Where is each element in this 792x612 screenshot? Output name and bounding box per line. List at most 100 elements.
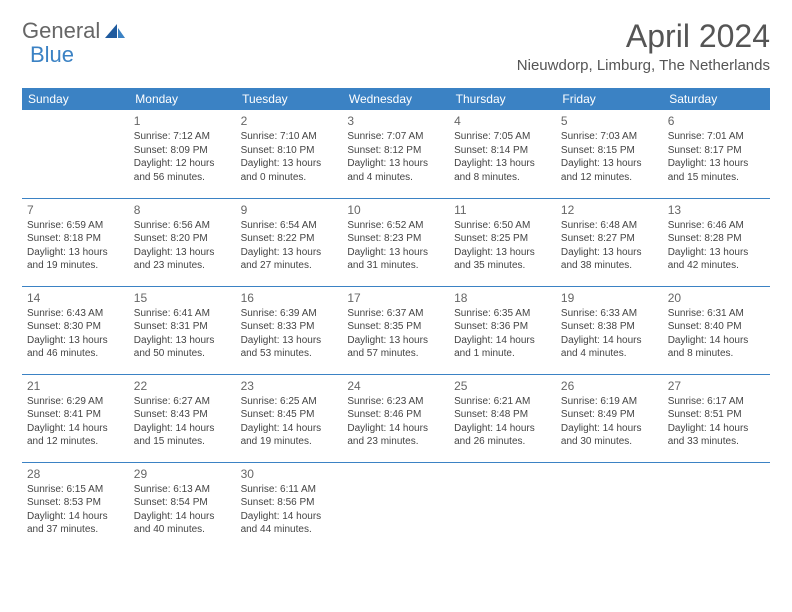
month-title: April 2024: [517, 18, 770, 55]
logo-text-2: Blue: [30, 42, 74, 68]
day-number: 24: [347, 378, 444, 394]
daylight-text: Daylight: 13 hours: [241, 246, 338, 260]
daylight-text: and 1 minute.: [454, 347, 551, 361]
calendar-row: 21Sunrise: 6:29 AMSunset: 8:41 PMDayligh…: [22, 374, 770, 462]
daylight-text: Daylight: 14 hours: [27, 510, 124, 524]
daylight-text: Daylight: 14 hours: [454, 334, 551, 348]
calendar-cell: 11Sunrise: 6:50 AMSunset: 8:25 PMDayligh…: [449, 198, 556, 286]
daylight-text: and 44 minutes.: [241, 523, 338, 537]
calendar-cell: 25Sunrise: 6:21 AMSunset: 8:48 PMDayligh…: [449, 374, 556, 462]
calendar-cell: 12Sunrise: 6:48 AMSunset: 8:27 PMDayligh…: [556, 198, 663, 286]
sunrise-text: Sunrise: 7:05 AM: [454, 130, 551, 144]
day-number: 2: [241, 113, 338, 129]
daylight-text: Daylight: 13 hours: [454, 157, 551, 171]
sunrise-text: Sunrise: 6:13 AM: [134, 483, 231, 497]
daylight-text: Daylight: 12 hours: [134, 157, 231, 171]
calendar-cell: 9Sunrise: 6:54 AMSunset: 8:22 PMDaylight…: [236, 198, 343, 286]
calendar-cell: 10Sunrise: 6:52 AMSunset: 8:23 PMDayligh…: [342, 198, 449, 286]
sunrise-text: Sunrise: 6:29 AM: [27, 395, 124, 409]
sunrise-text: Sunrise: 6:23 AM: [347, 395, 444, 409]
day-number: 27: [668, 378, 765, 394]
day-number: 4: [454, 113, 551, 129]
daylight-text: Daylight: 13 hours: [134, 246, 231, 260]
daylight-text: Daylight: 14 hours: [561, 422, 658, 436]
sunset-text: Sunset: 8:49 PM: [561, 408, 658, 422]
daylight-text: Daylight: 14 hours: [561, 334, 658, 348]
sunset-text: Sunset: 8:27 PM: [561, 232, 658, 246]
calendar-cell: 13Sunrise: 6:46 AMSunset: 8:28 PMDayligh…: [663, 198, 770, 286]
sunset-text: Sunset: 8:41 PM: [27, 408, 124, 422]
sunset-text: Sunset: 8:46 PM: [347, 408, 444, 422]
day-number: 19: [561, 290, 658, 306]
sunset-text: Sunset: 8:33 PM: [241, 320, 338, 334]
sunrise-text: Sunrise: 6:48 AM: [561, 219, 658, 233]
calendar-cell: 28Sunrise: 6:15 AMSunset: 8:53 PMDayligh…: [22, 462, 129, 550]
daylight-text: and 15 minutes.: [668, 171, 765, 185]
day-number: 23: [241, 378, 338, 394]
sunrise-text: Sunrise: 6:31 AM: [668, 307, 765, 321]
sunset-text: Sunset: 8:20 PM: [134, 232, 231, 246]
sunset-text: Sunset: 8:31 PM: [134, 320, 231, 334]
sunrise-text: Sunrise: 6:17 AM: [668, 395, 765, 409]
sunset-text: Sunset: 8:17 PM: [668, 144, 765, 158]
day-number: 3: [347, 113, 444, 129]
day-number: 12: [561, 202, 658, 218]
location: Nieuwdorp, Limburg, The Netherlands: [517, 57, 770, 74]
daylight-text: Daylight: 14 hours: [668, 334, 765, 348]
daylight-text: Daylight: 13 hours: [561, 157, 658, 171]
sunrise-text: Sunrise: 7:01 AM: [668, 130, 765, 144]
sunset-text: Sunset: 8:45 PM: [241, 408, 338, 422]
sunset-text: Sunset: 8:15 PM: [561, 144, 658, 158]
day-header: Tuesday: [236, 88, 343, 110]
daylight-text: Daylight: 13 hours: [241, 157, 338, 171]
calendar-cell: 16Sunrise: 6:39 AMSunset: 8:33 PMDayligh…: [236, 286, 343, 374]
sunset-text: Sunset: 8:09 PM: [134, 144, 231, 158]
day-number: 1: [134, 113, 231, 129]
day-header: Wednesday: [342, 88, 449, 110]
daylight-text: and 8 minutes.: [454, 171, 551, 185]
daylight-text: and 56 minutes.: [134, 171, 231, 185]
daylight-text: Daylight: 14 hours: [668, 422, 765, 436]
calendar-cell-empty: [663, 462, 770, 550]
calendar-cell: 5Sunrise: 7:03 AMSunset: 8:15 PMDaylight…: [556, 110, 663, 198]
sunrise-text: Sunrise: 6:19 AM: [561, 395, 658, 409]
sunset-text: Sunset: 8:35 PM: [347, 320, 444, 334]
daylight-text: Daylight: 13 hours: [241, 334, 338, 348]
day-number: 18: [454, 290, 551, 306]
daylight-text: and 4 minutes.: [561, 347, 658, 361]
calendar-cell: 6Sunrise: 7:01 AMSunset: 8:17 PMDaylight…: [663, 110, 770, 198]
daylight-text: and 4 minutes.: [347, 171, 444, 185]
daylight-text: and 42 minutes.: [668, 259, 765, 273]
calendar-cell: 8Sunrise: 6:56 AMSunset: 8:20 PMDaylight…: [129, 198, 236, 286]
daylight-text: and 12 minutes.: [27, 435, 124, 449]
daylight-text: Daylight: 13 hours: [347, 246, 444, 260]
daylight-text: Daylight: 14 hours: [454, 422, 551, 436]
daylight-text: and 19 minutes.: [241, 435, 338, 449]
sunset-text: Sunset: 8:30 PM: [27, 320, 124, 334]
daylight-text: and 31 minutes.: [347, 259, 444, 273]
sunrise-text: Sunrise: 6:43 AM: [27, 307, 124, 321]
sunrise-text: Sunrise: 6:11 AM: [241, 483, 338, 497]
daylight-text: and 40 minutes.: [134, 523, 231, 537]
day-number: 21: [27, 378, 124, 394]
day-number: 14: [27, 290, 124, 306]
sunrise-text: Sunrise: 6:59 AM: [27, 219, 124, 233]
calendar-cell: 15Sunrise: 6:41 AMSunset: 8:31 PMDayligh…: [129, 286, 236, 374]
day-header: Monday: [129, 88, 236, 110]
day-number: 17: [347, 290, 444, 306]
daylight-text: and 12 minutes.: [561, 171, 658, 185]
sunset-text: Sunset: 8:54 PM: [134, 496, 231, 510]
sunrise-text: Sunrise: 6:52 AM: [347, 219, 444, 233]
daylight-text: Daylight: 13 hours: [668, 157, 765, 171]
sunset-text: Sunset: 8:43 PM: [134, 408, 231, 422]
daylight-text: Daylight: 13 hours: [561, 246, 658, 260]
day-number: 20: [668, 290, 765, 306]
day-number: 16: [241, 290, 338, 306]
day-number: 25: [454, 378, 551, 394]
calendar-cell: 17Sunrise: 6:37 AMSunset: 8:35 PMDayligh…: [342, 286, 449, 374]
day-number: 30: [241, 466, 338, 482]
daylight-text: Daylight: 14 hours: [27, 422, 124, 436]
daylight-text: and 30 minutes.: [561, 435, 658, 449]
daylight-text: and 23 minutes.: [347, 435, 444, 449]
day-number: 26: [561, 378, 658, 394]
